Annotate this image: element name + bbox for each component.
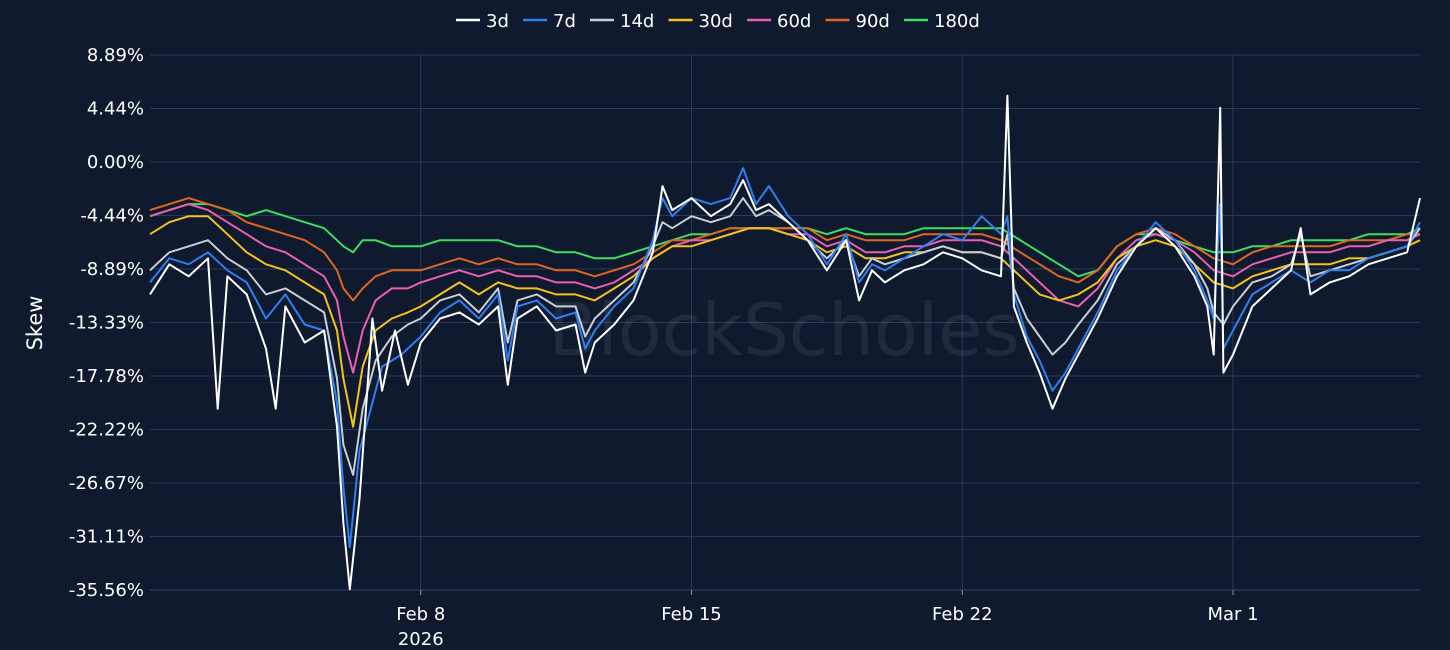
x-tick-label: Mar 1 [1207, 604, 1258, 625]
x-tick-label: Feb 8 [396, 604, 445, 625]
y-tick-label: 4.44% [87, 99, 144, 120]
legend-label: 30d [699, 11, 733, 32]
legend-label: 3d [486, 11, 509, 32]
grid-lines [150, 54, 1420, 591]
y-tick-label: -22.22% [69, 419, 144, 440]
y-tick-label: -4.44% [80, 205, 144, 226]
y-axis: 8.89% 4.44% 0.00% -4.44% -8.89% -13.33% -17.78… [69, 45, 144, 601]
series-layer [149, 94, 1421, 591]
y-tick-label: -26.67% [69, 473, 144, 494]
x-tick-label: Feb 15 [661, 604, 722, 625]
legend: 3d 7d 14d 30d 60d 90d 180d [456, 11, 980, 32]
y-axis-label: Skew [23, 296, 47, 351]
legend-label: 60d [777, 11, 811, 32]
y-tick-label: -8.89% [80, 259, 144, 280]
x-tick-year-label: 2026 [398, 629, 444, 650]
x-axis: Feb 8 2026 Feb 15 Feb 22 Mar 1 [396, 590, 1259, 650]
legend-label: 7d [553, 11, 576, 32]
legend-item-7d[interactable]: 7d [523, 11, 576, 32]
legend-item-180d[interactable]: 180d [904, 11, 980, 32]
legend-label: 90d [856, 11, 890, 32]
y-tick-label: 8.89% [87, 45, 144, 66]
series-line-3d [149, 94, 1421, 591]
y-tick-label: -35.56% [69, 580, 144, 601]
legend-item-3d[interactable]: 3d [456, 11, 509, 32]
y-tick-label: -31.11% [69, 526, 144, 547]
legend-item-60d[interactable]: 60d [747, 11, 811, 32]
legend-item-90d[interactable]: 90d [825, 11, 890, 32]
legend-label: 180d [934, 11, 980, 32]
series-line-30d [149, 215, 1421, 428]
y-tick-label: 0.00% [87, 152, 144, 173]
y-tick-label: -13.33% [69, 312, 144, 333]
series-line-90d [149, 197, 1420, 302]
legend-item-30d[interactable]: 30d [668, 11, 733, 32]
x-tick-label: Feb 22 [932, 604, 993, 625]
y-tick-label: -17.78% [69, 366, 144, 387]
legend-item-14d[interactable]: 14d [590, 11, 654, 32]
legend-label: 14d [620, 11, 654, 32]
watermark: BlockScholes [548, 288, 1020, 372]
series-line-180d [149, 203, 1421, 278]
